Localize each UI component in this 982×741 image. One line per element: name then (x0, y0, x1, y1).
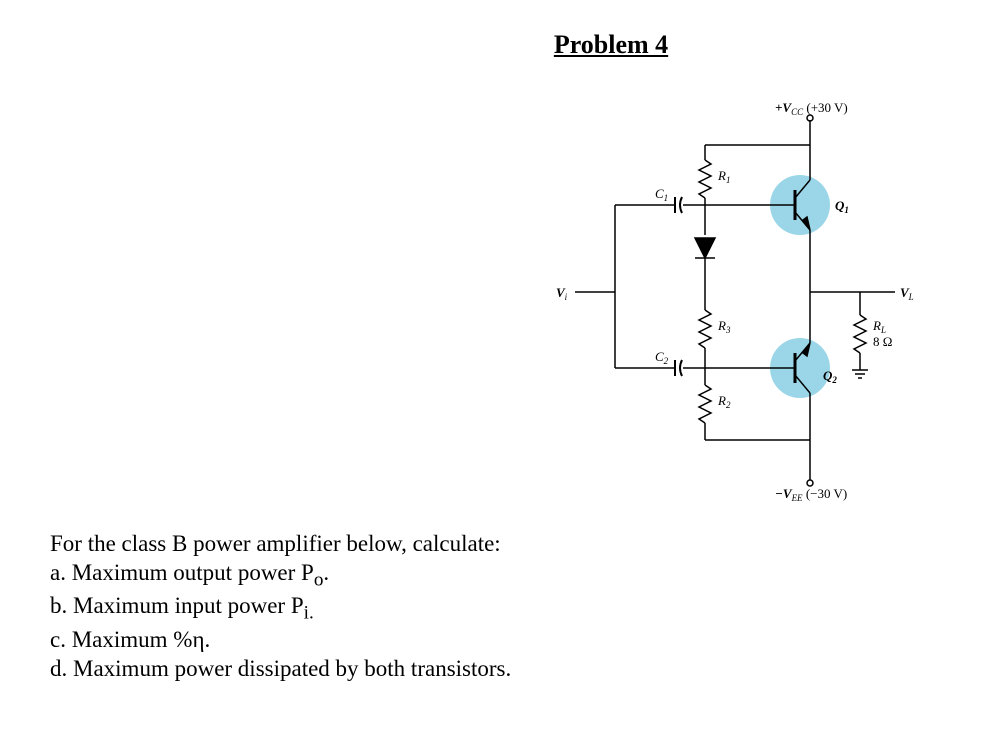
svg-text:8 Ω: 8 Ω (873, 334, 892, 349)
svg-text:C1: C1 (655, 186, 668, 203)
svg-text:R2: R2 (717, 393, 731, 410)
svg-text:Vi: Vi (556, 285, 568, 302)
question-block: For the class B power amplifier below, c… (50, 530, 962, 683)
svg-text:Q1: Q1 (835, 198, 849, 215)
svg-text:R1: R1 (717, 168, 730, 185)
circuit-diagram: +VCC (+30 V) −VEE (−30 V) Vi VL Q1 Q2 C1… (520, 90, 940, 510)
question-intro: For the class B power amplifier below, c… (50, 530, 962, 559)
svg-text:VL: VL (900, 285, 914, 302)
svg-text:+VCC (+30 V): +VCC (+30 V) (775, 100, 848, 117)
svg-text:Q2: Q2 (823, 368, 837, 385)
question-d: d. Maximum power dissipated by both tran… (50, 655, 962, 684)
problem-title: Problem 4 (260, 30, 962, 60)
svg-text:R3: R3 (717, 318, 731, 335)
svg-text:−VEE (−30 V): −VEE (−30 V) (775, 486, 847, 503)
svg-text:C2: C2 (655, 349, 669, 366)
question-b: b. Maximum input power Pi. (50, 592, 962, 626)
question-c: c. Maximum %η. (50, 626, 962, 655)
question-a: a. Maximum output power Po. (50, 559, 962, 593)
svg-text:RL: RL (872, 318, 886, 335)
